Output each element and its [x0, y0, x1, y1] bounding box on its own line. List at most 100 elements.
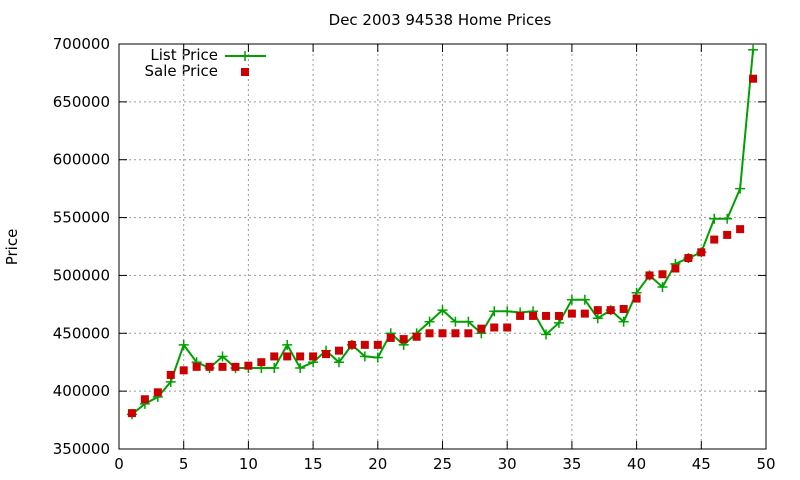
list-price-point	[579, 294, 590, 305]
legend-list-price-marker	[240, 51, 250, 61]
sale-price-point	[153, 388, 162, 397]
sale-price-point	[334, 346, 343, 355]
sale-price-point	[529, 311, 538, 320]
list-price-point	[333, 357, 344, 368]
list-price-point	[592, 313, 603, 324]
grid-lines	[119, 44, 766, 449]
x-tick-label: 15	[304, 455, 323, 473]
chart-title: Dec 2003 94538 Home Prices	[328, 11, 552, 29]
sale-price-point	[645, 271, 654, 280]
sale-price-point	[296, 352, 305, 361]
legend-label-sale-price: Sale Price	[144, 62, 218, 80]
sale-price-point	[309, 352, 318, 361]
list-price-point	[282, 339, 293, 350]
list-price-point	[502, 306, 513, 317]
x-tick-label: 5	[179, 455, 189, 473]
sale-price-point	[127, 409, 136, 418]
list-price-point	[748, 44, 759, 55]
x-tick-label: 10	[239, 455, 258, 473]
sale-price-point	[451, 329, 460, 338]
plot-frame	[118, 43, 767, 450]
list-price-point	[463, 316, 474, 327]
list-price-point	[722, 213, 733, 224]
legend-marks	[225, 51, 266, 76]
list-price-point	[359, 351, 370, 362]
sale-price-point	[244, 361, 253, 370]
list-price-point	[450, 316, 461, 327]
sale-price-point	[632, 294, 641, 303]
x-tick-label: 25	[433, 455, 452, 473]
sale-price-point	[205, 362, 214, 371]
sale-price-point	[490, 323, 499, 332]
sale-price-point	[736, 225, 745, 234]
sale-price-point	[542, 311, 551, 320]
sale-price-point	[438, 329, 447, 338]
sale-price-point	[658, 270, 667, 279]
y-tick-label: 350000	[53, 440, 110, 458]
y-tick-label: 650000	[53, 93, 110, 111]
sale-price-point	[464, 329, 473, 338]
list-price-point	[424, 316, 435, 327]
sale-price-point	[218, 362, 227, 371]
list-price-point	[618, 316, 629, 327]
list-price-point	[269, 363, 280, 373]
sale-price-point	[425, 329, 434, 338]
sale-price-point	[179, 366, 188, 375]
x-tick-label: 50	[756, 455, 775, 473]
tick-labels: 0 5 10 15 20 25 30 35 40 45 50 350000 400000 450000 50…	[53, 35, 776, 473]
sale-price-point	[412, 332, 421, 341]
list-price-point	[489, 306, 500, 317]
y-tick-label: 550000	[53, 209, 110, 227]
x-tick-label: 20	[368, 455, 387, 473]
list-price-point	[735, 183, 746, 194]
list-price-point	[372, 352, 383, 363]
sale-price-point	[257, 358, 266, 367]
sale-price-point	[593, 306, 602, 315]
list-price-point	[541, 329, 552, 340]
sale-price-point	[283, 352, 292, 361]
list-price-point	[566, 294, 577, 305]
list-price-point	[295, 363, 306, 373]
x-tick-label: 30	[498, 455, 517, 473]
series-sale-price	[127, 74, 758, 418]
sale-price-point	[684, 254, 693, 263]
list-price-point	[217, 351, 228, 362]
sale-price-point	[516, 311, 525, 320]
sale-price-point	[140, 395, 149, 404]
sale-price-point	[399, 335, 408, 344]
sale-price-point	[749, 74, 758, 83]
sale-price-point	[697, 248, 706, 257]
y-tick-label: 600000	[53, 151, 110, 169]
sale-price-point	[723, 230, 732, 239]
sale-price-point	[192, 362, 201, 371]
y-tick-label: 700000	[53, 35, 110, 53]
sale-price-point	[360, 340, 369, 349]
list-price-point	[437, 305, 448, 316]
sale-price-point	[619, 304, 628, 313]
sale-price-point	[322, 350, 331, 359]
sale-price-point	[166, 370, 175, 379]
sale-price-point	[347, 340, 356, 349]
sale-price-point	[554, 311, 563, 320]
list-price-point	[178, 339, 189, 350]
x-tick-label: 0	[114, 455, 124, 473]
sale-price-point	[477, 324, 486, 333]
legend-sale-price-marker	[241, 68, 249, 76]
sale-price-point	[386, 333, 395, 342]
sale-price-point	[606, 306, 615, 315]
x-tick-label: 45	[692, 455, 711, 473]
sale-price-point	[270, 352, 279, 361]
sale-price-point	[710, 235, 719, 244]
y-tick-label: 500000	[53, 266, 110, 284]
x-tick-label: 35	[562, 455, 581, 473]
legend-label-list-price: List Price	[150, 46, 218, 64]
sale-price-point	[567, 309, 576, 318]
sale-price-point	[373, 340, 382, 349]
x-tick-label: 40	[627, 455, 646, 473]
sale-price-point	[231, 362, 240, 371]
y-tick-label: 400000	[53, 382, 110, 400]
sale-price-point	[580, 309, 589, 318]
list-price-point	[657, 282, 668, 292]
series-group	[126, 44, 759, 420]
